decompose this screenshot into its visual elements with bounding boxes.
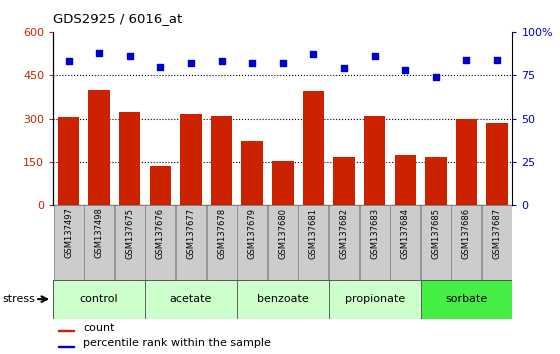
Point bbox=[64, 58, 73, 64]
Text: GSM137679: GSM137679 bbox=[248, 207, 256, 258]
Bar bbox=[58, 330, 74, 331]
Bar bbox=[482, 205, 512, 280]
Bar bbox=[395, 155, 416, 205]
Point bbox=[248, 60, 256, 66]
Point bbox=[493, 57, 502, 62]
Bar bbox=[119, 112, 141, 205]
Bar bbox=[272, 160, 293, 205]
Bar bbox=[58, 117, 79, 205]
Text: GSM137683: GSM137683 bbox=[370, 207, 379, 259]
Text: control: control bbox=[80, 294, 118, 304]
Text: GSM137680: GSM137680 bbox=[278, 207, 287, 258]
Point bbox=[462, 57, 471, 62]
Bar bbox=[115, 205, 144, 280]
Bar bbox=[207, 205, 236, 280]
Text: GSM137681: GSM137681 bbox=[309, 207, 318, 258]
Bar bbox=[329, 205, 359, 280]
Bar bbox=[333, 157, 354, 205]
Bar bbox=[451, 205, 482, 280]
Point bbox=[217, 58, 226, 64]
Point bbox=[339, 65, 348, 71]
Text: GSM137675: GSM137675 bbox=[125, 207, 134, 258]
Point bbox=[309, 52, 318, 57]
Point bbox=[156, 64, 165, 69]
Text: GSM137685: GSM137685 bbox=[431, 207, 440, 258]
Bar bbox=[58, 346, 74, 347]
Text: stress: stress bbox=[3, 294, 36, 304]
Point bbox=[186, 60, 195, 66]
Bar bbox=[298, 205, 328, 280]
Bar bbox=[303, 91, 324, 205]
Bar bbox=[84, 205, 114, 280]
Bar bbox=[150, 166, 171, 205]
Bar bbox=[425, 157, 446, 205]
Text: GSM137684: GSM137684 bbox=[401, 207, 410, 258]
Text: GSM137687: GSM137687 bbox=[493, 207, 502, 259]
Text: propionate: propionate bbox=[344, 294, 405, 304]
Text: count: count bbox=[83, 322, 115, 332]
Bar bbox=[176, 205, 206, 280]
Bar bbox=[88, 90, 110, 205]
Text: GSM137678: GSM137678 bbox=[217, 207, 226, 259]
Bar bbox=[421, 280, 512, 319]
Bar bbox=[456, 119, 477, 205]
Point bbox=[95, 50, 104, 56]
Text: GSM137686: GSM137686 bbox=[462, 207, 471, 259]
Bar bbox=[237, 205, 267, 280]
Point bbox=[278, 60, 287, 66]
Bar bbox=[241, 141, 263, 205]
Bar bbox=[364, 116, 385, 205]
Bar bbox=[360, 205, 390, 280]
Bar bbox=[329, 280, 421, 319]
Text: GSM137682: GSM137682 bbox=[339, 207, 348, 258]
Bar bbox=[390, 205, 420, 280]
Bar bbox=[180, 114, 202, 205]
Bar bbox=[487, 123, 508, 205]
Bar bbox=[145, 280, 237, 319]
Text: GDS2925 / 6016_at: GDS2925 / 6016_at bbox=[53, 12, 183, 25]
Bar bbox=[54, 205, 83, 280]
Text: GSM137498: GSM137498 bbox=[95, 207, 104, 258]
Point bbox=[370, 53, 379, 59]
Text: percentile rank within the sample: percentile rank within the sample bbox=[83, 338, 271, 348]
Text: GSM137677: GSM137677 bbox=[186, 207, 195, 259]
Bar bbox=[237, 280, 329, 319]
Text: acetate: acetate bbox=[170, 294, 212, 304]
Point bbox=[125, 53, 134, 59]
Point bbox=[401, 67, 410, 73]
Bar bbox=[53, 280, 145, 319]
Text: benzoate: benzoate bbox=[257, 294, 309, 304]
Text: GSM137497: GSM137497 bbox=[64, 207, 73, 258]
Bar bbox=[211, 116, 232, 205]
Bar bbox=[421, 205, 451, 280]
Text: GSM137676: GSM137676 bbox=[156, 207, 165, 259]
Bar bbox=[268, 205, 298, 280]
Bar bbox=[146, 205, 175, 280]
Point bbox=[431, 74, 440, 80]
Text: sorbate: sorbate bbox=[445, 294, 488, 304]
